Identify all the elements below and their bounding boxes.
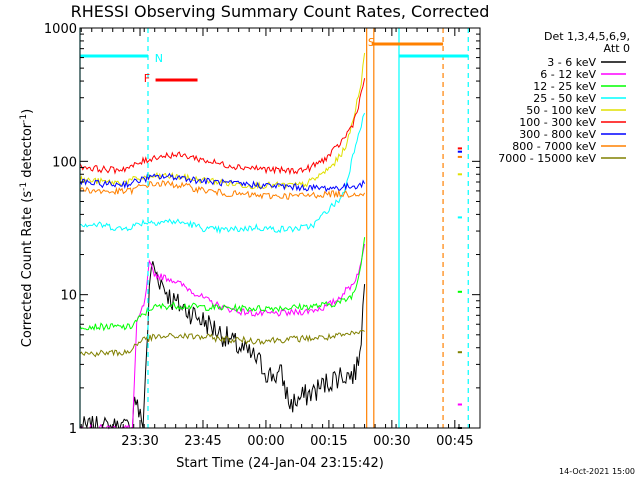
x-tick-label-00-15: 00:15 bbox=[310, 434, 347, 449]
y-axis-label: Corrected Count Rate (s-1 detector-1) bbox=[19, 109, 35, 347]
series-line-7000-15000-kev bbox=[79, 329, 365, 358]
series-line-12-25-kev bbox=[79, 237, 366, 332]
y-tick-label-10: 10 bbox=[60, 289, 77, 304]
series-line-100-300-kev bbox=[79, 78, 366, 176]
y-axis-label-mid: detector bbox=[20, 122, 35, 182]
y-axis-label-post: ) bbox=[20, 109, 35, 114]
legend-header-line1: Det 1,3,4,5,6,9, bbox=[544, 30, 630, 43]
legend-label-7000-15000-kev: 7000 - 15000 keV bbox=[498, 152, 596, 165]
y-axis-label-sup1: -1 bbox=[19, 182, 29, 191]
x-tick-label-00-30: 00:30 bbox=[373, 434, 410, 449]
data-layer bbox=[79, 52, 462, 430]
x-tick-label-23-30: 23:30 bbox=[121, 434, 158, 449]
flag-layer: NF S bbox=[79, 28, 469, 428]
legend-header-line2: Att 0 bbox=[604, 42, 630, 55]
flag-letter-f: F bbox=[144, 72, 150, 85]
legend-label-50-100-kev: 50 - 100 keV bbox=[526, 104, 596, 117]
series-line-800-7000-kev bbox=[79, 180, 366, 200]
series-line-300-800-kev bbox=[79, 172, 366, 193]
legend-label-12-25-kev: 12 - 25 keV bbox=[533, 80, 596, 93]
legend-label-25-50-kev: 25 - 50 keV bbox=[533, 92, 596, 105]
y-tick-label-100: 100 bbox=[52, 155, 77, 170]
flag-letter-n: N bbox=[155, 52, 163, 65]
date-stamp: 14-Oct-2021 15:00 bbox=[559, 467, 635, 476]
legend-label-300-800-kev: 300 - 800 keV bbox=[519, 128, 596, 141]
x-axis-label: Start Time (24-Jan-04 23:15:42) bbox=[176, 456, 384, 471]
series-line-25-50-kev bbox=[79, 112, 366, 235]
y-tick-label-1000: 1000 bbox=[44, 22, 77, 37]
legend-label-6-12-kev: 6 - 12 keV bbox=[540, 68, 596, 81]
y-tick-label-1: 1 bbox=[69, 422, 77, 437]
legend-label-3-6-kev: 3 - 6 keV bbox=[547, 56, 596, 69]
x-tick-label-00-45: 00:45 bbox=[436, 434, 473, 449]
series-line-3-6-kev bbox=[79, 261, 366, 430]
y-axis-label-pre: Corrected Count Rate (s bbox=[20, 191, 35, 348]
legend-label-100-300-kev: 100 - 300 keV bbox=[519, 116, 596, 129]
x-tick-label-00-00: 00:00 bbox=[247, 434, 284, 449]
y-axis-label-sup2: -1 bbox=[19, 114, 29, 123]
plot-frame bbox=[79, 27, 481, 429]
axis-layer: 1 10 100 1000 23:30 23:45 00:00 00:15 00:30 00:45 bbox=[44, 22, 481, 449]
flag-letter-s: S bbox=[368, 36, 375, 49]
x-tick-label-23-45: 23:45 bbox=[184, 434, 221, 449]
chart-title: RHESSI Observing Summary Count Rates, Co… bbox=[71, 2, 490, 21]
legend-label-800-7000-kev: 800 - 7000 keV bbox=[512, 140, 596, 153]
